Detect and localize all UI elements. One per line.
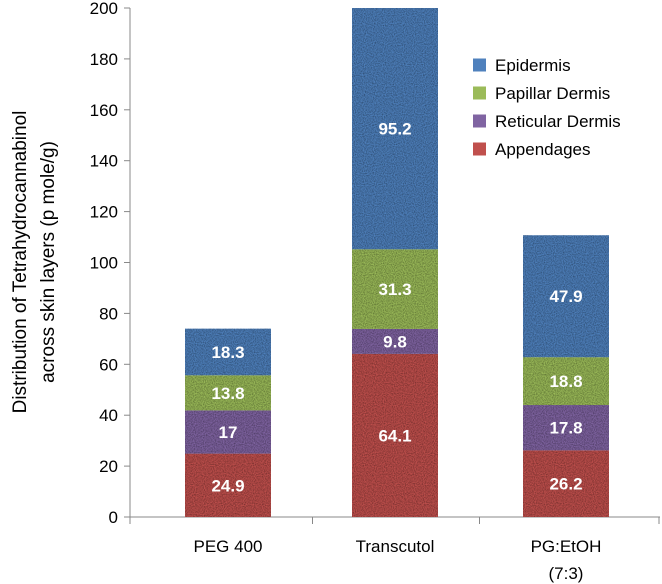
data-label: 26.2 <box>549 475 582 494</box>
legend-swatch <box>473 86 486 100</box>
y-tick-label: 120 <box>90 203 118 222</box>
bar-segment-papillar-dermis <box>352 249 438 329</box>
data-label: 31.3 <box>378 280 411 299</box>
legend: Epidermis Papillar Dermis Reticular Dermis… <box>473 56 621 159</box>
y-tick-label: 20 <box>99 457 118 476</box>
bar-segment-epidermis <box>523 235 609 358</box>
legend-label: Epidermis <box>495 56 571 75</box>
data-label: 18.8 <box>549 372 582 391</box>
data-label: 18.3 <box>211 343 244 362</box>
y-tick-label: 160 <box>90 101 118 120</box>
legend-label: Appendages <box>495 140 590 159</box>
y-axis-title-line: Distribution of Tetrahydrocannabinol <box>10 111 31 414</box>
data-label: 9.8 <box>383 332 407 351</box>
y-tick-label: 60 <box>99 355 118 374</box>
y-axis-title: Distribution of Tetrahydrocannabinol acro… <box>10 111 59 414</box>
bar-segment-epidermis <box>185 328 271 376</box>
data-label: 24.9 <box>211 476 244 495</box>
legend-swatch <box>473 114 486 128</box>
bars: 24.9 17 13.8 18.3 64.1 9.8 31.3 95.2 26.2 17.8 18.… <box>185 8 609 517</box>
data-label: 17.8 <box>549 419 582 438</box>
data-label: 47.9 <box>549 287 582 306</box>
y-tick-label: 40 <box>99 406 118 425</box>
x-category-label: PEG 400 <box>194 537 263 556</box>
axes: 0 20 40 60 80 100 120 140 160 180 200 PEG 400 Transc… <box>90 0 660 583</box>
y-tick-label: 140 <box>90 152 118 171</box>
bar-segment-appendages <box>523 450 609 517</box>
y-axis-title-text: Distribution of Tetrahydrocannabinol acro… <box>10 111 59 414</box>
bar-segment-reticular-dermis <box>523 405 609 451</box>
x-category-label: Transcutol <box>356 537 435 556</box>
data-label: 17 <box>219 423 238 442</box>
legend-swatch <box>473 58 486 72</box>
bar-segment-reticular-dermis <box>352 328 438 354</box>
bar-segment-appendages <box>185 453 271 517</box>
bar-segment-papillar-dermis <box>523 357 609 406</box>
y-axis-title-line: across skin layers (p mole/g) <box>38 141 59 383</box>
x-category-label: (7:3) <box>549 564 584 583</box>
legend-label: Papillar Dermis <box>495 84 610 103</box>
bar-segment-reticular-dermis <box>185 410 271 454</box>
data-label: 13.8 <box>211 384 244 403</box>
y-tick-label: 80 <box>99 304 118 323</box>
y-tick-label: 180 <box>90 50 118 69</box>
data-label: 64.1 <box>378 426 411 445</box>
y-tick-label: 200 <box>90 0 118 18</box>
bar-segment-papillar-dermis <box>185 375 271 411</box>
bar-segment-epidermis <box>352 8 438 250</box>
x-category-label: PG:EtOH <box>531 537 602 556</box>
data-label: 95.2 <box>378 120 411 139</box>
bar-segment-appendages <box>352 353 438 517</box>
y-tick-label: 0 <box>109 508 118 527</box>
y-tick-label: 100 <box>90 254 118 273</box>
legend-label: Reticular Dermis <box>495 112 621 131</box>
legend-swatch <box>473 142 486 156</box>
